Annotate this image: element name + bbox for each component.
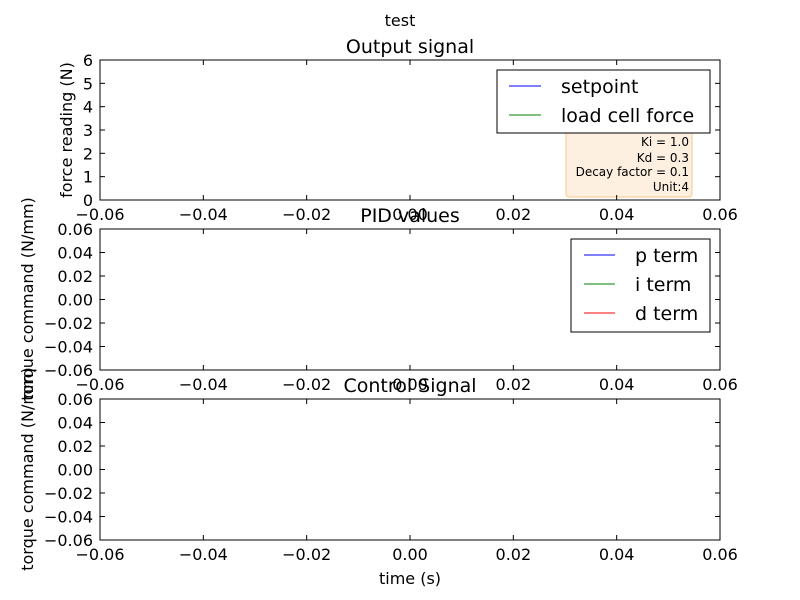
legend: setpoint load cell force <box>496 69 711 134</box>
y-tick-label: 6 <box>83 51 93 70</box>
y-tick-label: 4 <box>83 98 93 117</box>
x-tick-label: 0.02 <box>496 205 532 224</box>
legend: p term i term d term <box>570 238 711 333</box>
x-tick-label: −0.04 <box>179 545 228 564</box>
y-tick-label: 3 <box>83 121 93 140</box>
x-tick-label: −0.04 <box>179 205 228 224</box>
x-tick-label: 0.00 <box>392 545 428 564</box>
x-tick-label: 0.04 <box>599 545 635 564</box>
legend-box <box>496 69 711 134</box>
y-axis-label: torque command (N/mm) <box>18 367 37 571</box>
plot-frame <box>99 398 721 541</box>
x-tick-label: −0.02 <box>282 375 331 394</box>
annotation-line: Ki = 1.0 <box>641 135 689 149</box>
y-tick-label: 0.02 <box>57 437 93 456</box>
y-tick-label: 0.04 <box>57 244 93 263</box>
x-tick-label: 0.02 <box>496 545 532 564</box>
y-axis-label: torque command (N/mm) <box>18 197 37 401</box>
y-tick-label: −0.02 <box>44 314 93 333</box>
x-tick-label: −0.06 <box>75 205 124 224</box>
x-tick-label: 0.06 <box>702 205 738 224</box>
y-tick-label: −0.06 <box>44 361 93 380</box>
y-tick-label: 0.02 <box>57 267 93 286</box>
x-tick-label: −0.02 <box>282 545 331 564</box>
y-tick-label: 2 <box>83 144 93 163</box>
y-tick-label: −0.02 <box>44 484 93 503</box>
legend-label: setpoint <box>561 76 639 98</box>
y-tick-label: 5 <box>83 74 93 93</box>
x-tick-label: −0.04 <box>179 375 228 394</box>
x-tick-label: −0.02 <box>282 205 331 224</box>
y-tick-label: 0 <box>83 191 93 210</box>
annotation-box: Ki = 1.0 Kd = 0.3 Decay factor = 0.1 Uni… <box>565 129 693 198</box>
y-tick-label: 0.00 <box>57 291 93 310</box>
y-tick-label: 0.06 <box>57 220 93 239</box>
annotation-line: Unit:4 <box>653 180 689 194</box>
y-tick-label: −0.06 <box>44 531 93 550</box>
panel-control-signal: −0.06 −0.04 −0.02 0.00 0.02 0.04 0.06−0.06−0.0… <box>18 367 738 588</box>
chart-title: Control Signal <box>343 375 476 397</box>
x-tick-label: 0.04 <box>599 205 635 224</box>
legend-label: d term <box>635 303 698 325</box>
legend-label: p term <box>635 245 698 267</box>
y-tick-label: 0.06 <box>57 390 93 409</box>
axis-ticks: −0.06 −0.04 −0.02 0.00 0.02 0.04 0.06 0 1 2 3 4 5 6 <box>75 51 737 224</box>
y-axis-label: force reading (N) <box>57 62 76 198</box>
y-tick-label: 0.00 <box>57 461 93 480</box>
panel-output-signal: Ki = 1.0 Kd = 0.3 Decay factor = 0.1 Uni… <box>57 36 738 224</box>
x-axis-label: time (s) <box>379 569 441 588</box>
chart-title: Output signal <box>346 36 474 58</box>
axis-ticks: −0.06 −0.04 −0.02 0.00 0.02 0.04 0.06 −0.06 −0.0… <box>44 220 738 394</box>
x-tick-label: 0.06 <box>702 545 738 564</box>
annotation-line: Kd = 0.3 <box>637 151 689 165</box>
chart-title: PID values <box>360 205 460 227</box>
legend-label: i term <box>635 274 691 296</box>
legend-label: load cell force <box>561 105 694 127</box>
panel-pid-values: −0.06 −0.04 −0.02 0.00 0.02 0.04 0.06−0.06−0.0… <box>18 197 738 401</box>
x-tick-label: 0.06 <box>702 375 738 394</box>
y-tick-label: −0.04 <box>44 338 93 357</box>
y-tick-label: 1 <box>83 168 93 187</box>
x-tick-label: −0.06 <box>75 375 124 394</box>
axis-ticks: −0.06 −0.04 −0.02 0.00 0.02 0.04 0.06 −0.06 −0.0… <box>44 390 738 564</box>
x-tick-label: 0.02 <box>496 375 532 394</box>
y-tick-label: 0.04 <box>57 414 93 433</box>
annotation-line: Decay factor = 0.1 <box>576 165 689 179</box>
figure-suptitle: test <box>385 11 416 30</box>
x-tick-label: 0.04 <box>599 375 635 394</box>
y-tick-label: −0.04 <box>44 508 93 527</box>
x-tick-label: 0.00 <box>392 375 428 394</box>
x-tick-label: −0.06 <box>75 545 124 564</box>
x-tick-label: 0.00 <box>392 205 428 224</box>
